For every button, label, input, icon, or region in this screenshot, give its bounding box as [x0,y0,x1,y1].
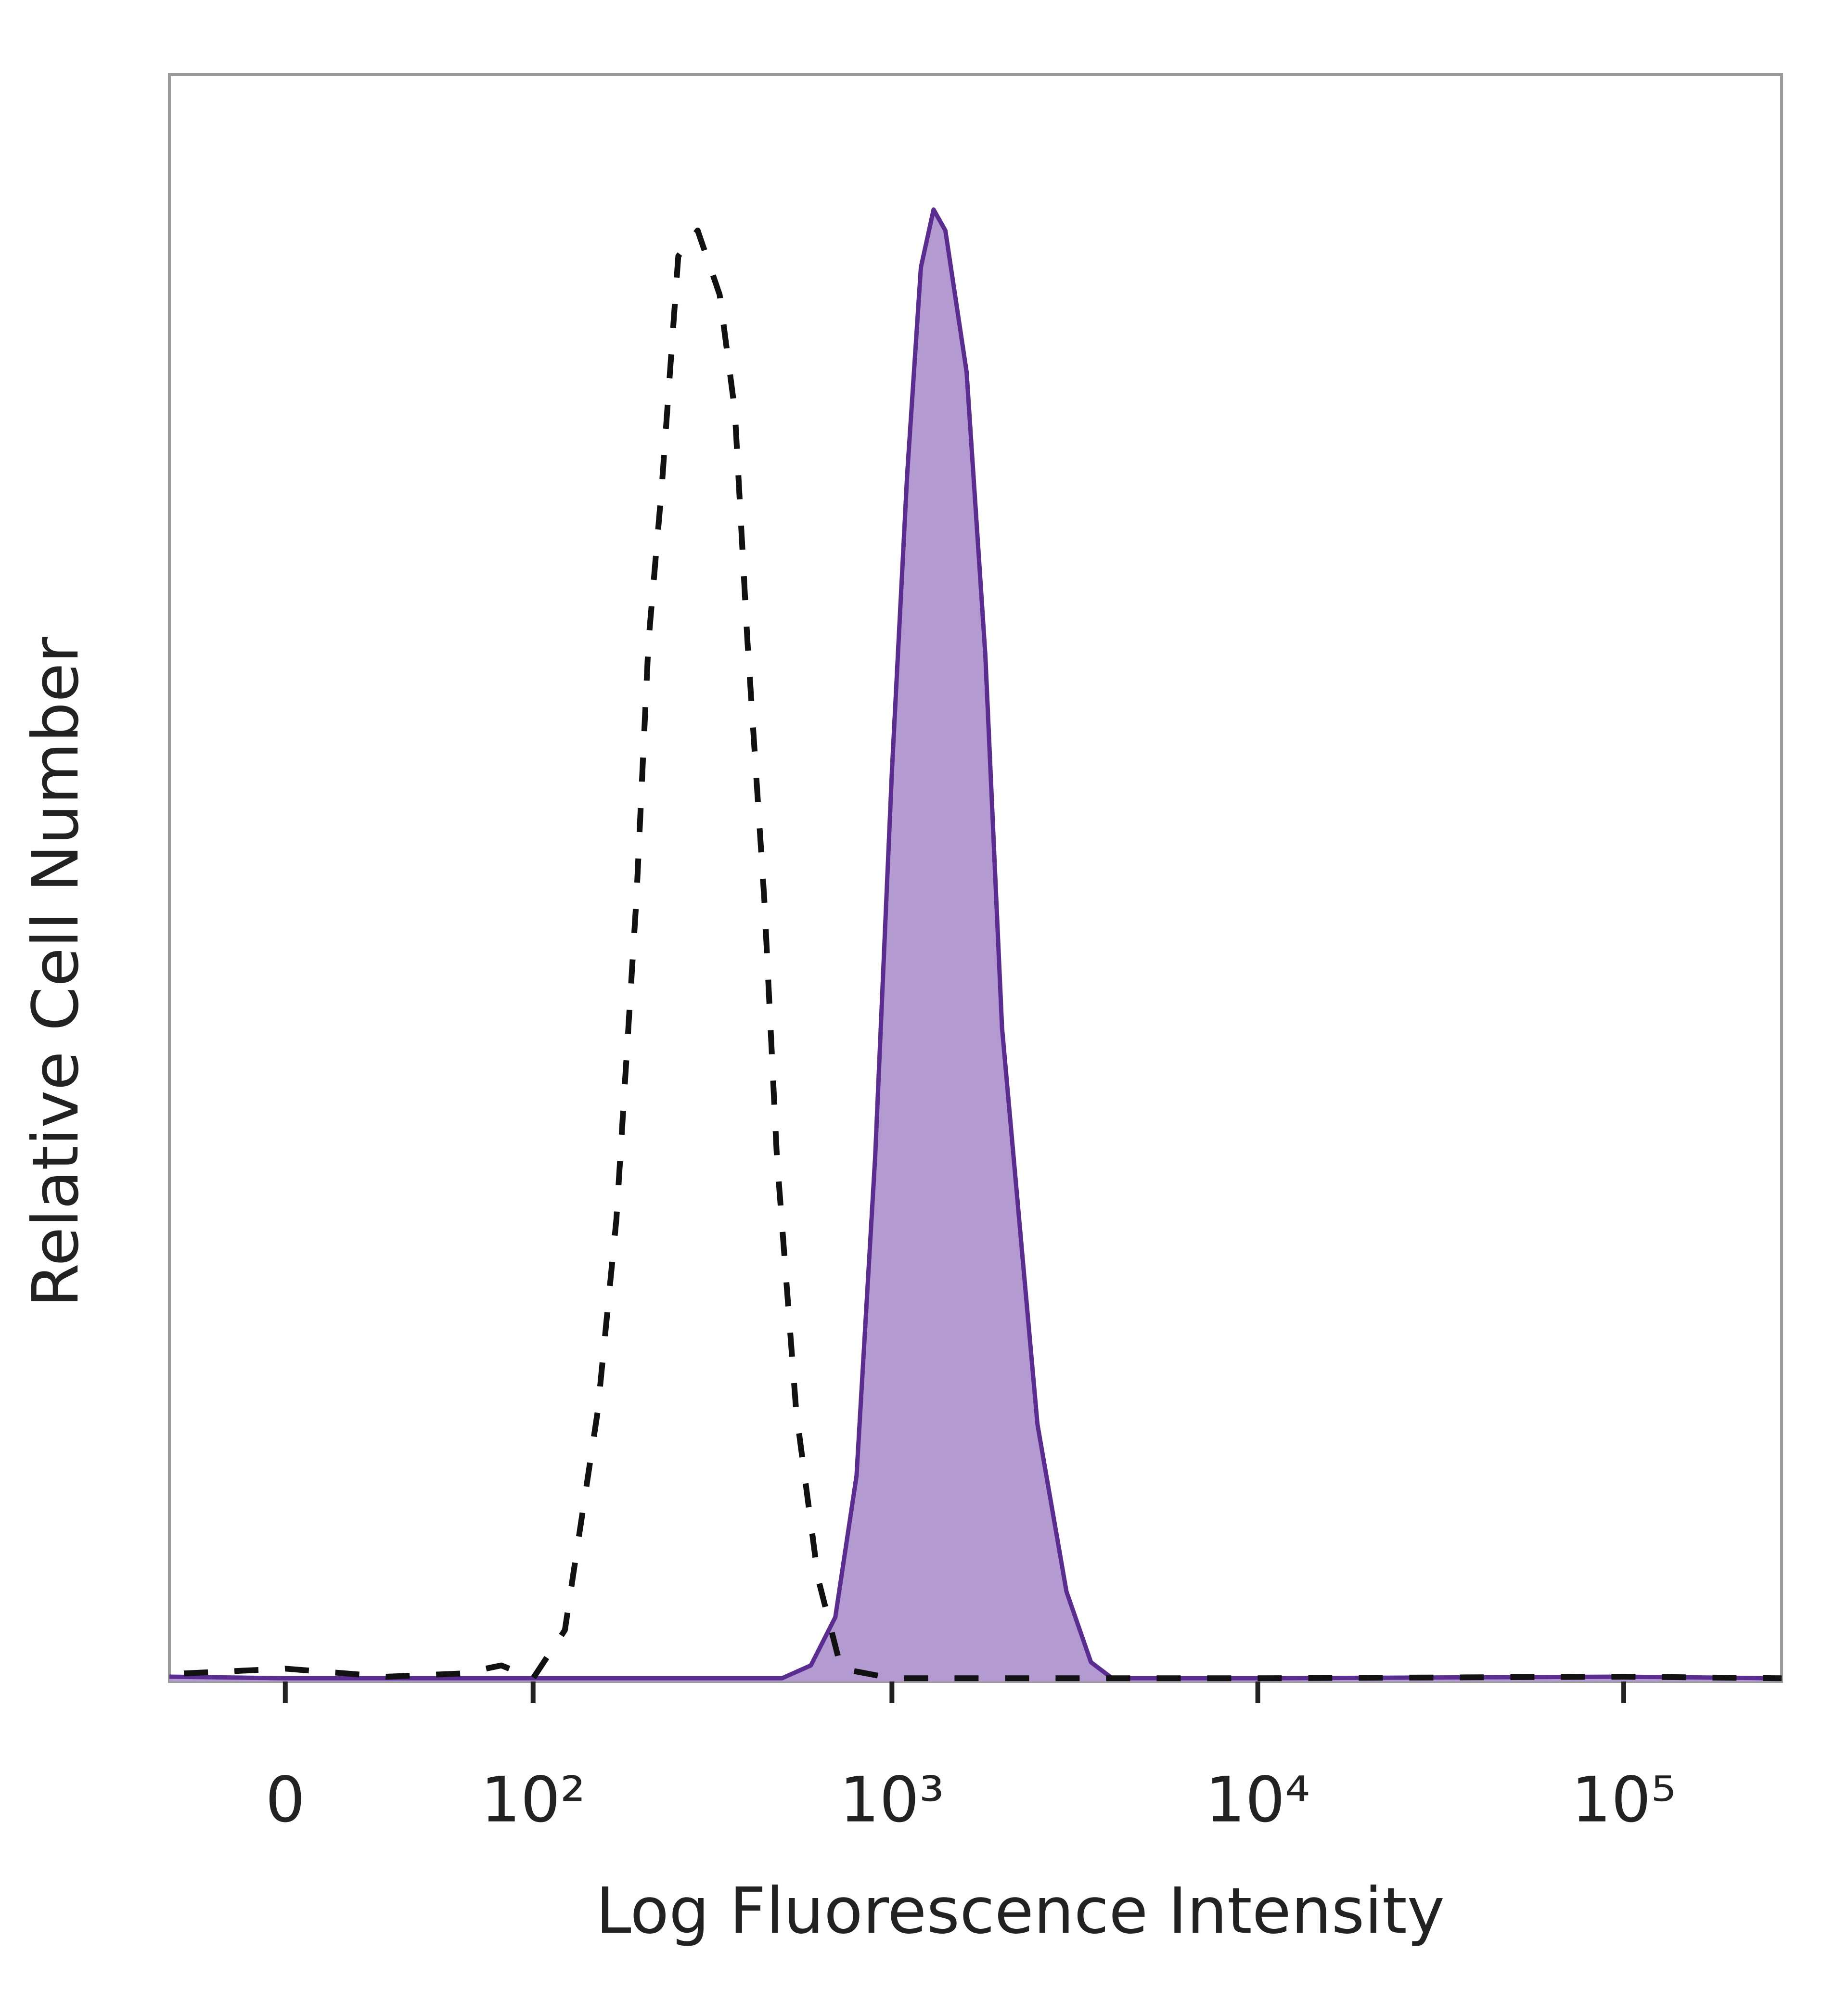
x-tick-label: 10⁴ [1206,1763,1310,1836]
histogram-line [183,227,1782,1681]
x-axis-label: Log Fluorescence Intensity [596,1874,1445,1948]
x-tick-label: 10² [481,1763,586,1836]
area-fill [169,209,1782,1681]
histogram-line [169,207,1782,1681]
x-tick-label: 10³ [840,1763,945,1836]
y-axis-label: Relative Cell Number [19,637,93,1308]
x-tick-label: 0 [265,1763,305,1836]
x-tick-label: 10⁵ [1571,1763,1676,1836]
